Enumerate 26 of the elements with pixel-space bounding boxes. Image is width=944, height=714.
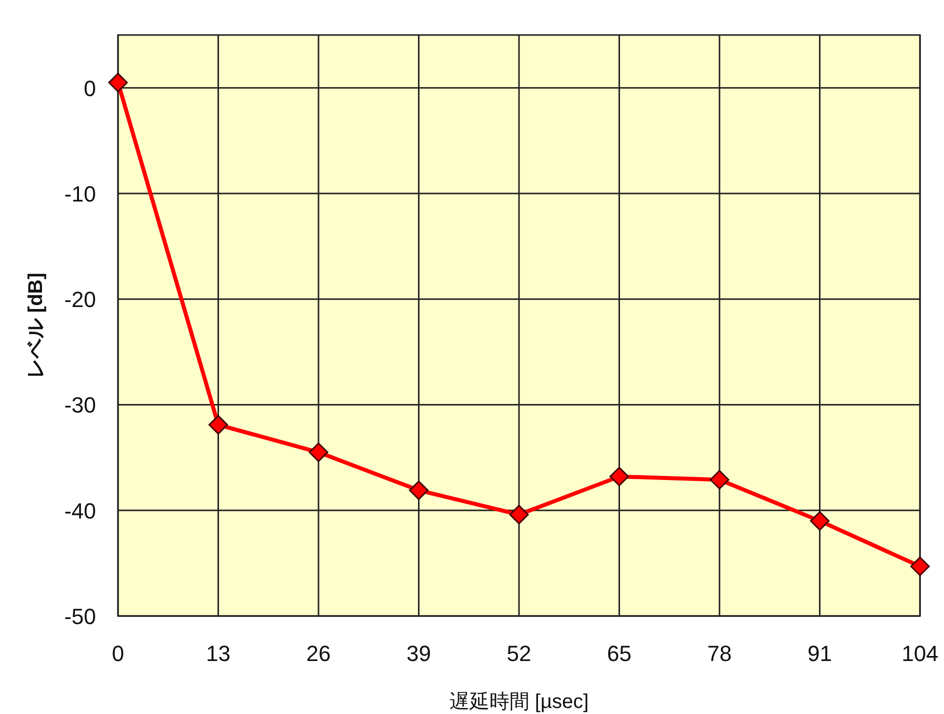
point: [208, 415, 228, 435]
y-tick-label: -10: [64, 181, 96, 206]
x-tick-label: 0: [112, 641, 124, 666]
y-tick-label: -20: [64, 287, 96, 312]
point: [409, 480, 428, 500]
point: [509, 504, 529, 524]
x-tick-label: 104: [902, 641, 938, 666]
y-tick-label: 0: [84, 76, 96, 101]
x-tick-label: 65: [607, 641, 632, 666]
point: [308, 442, 328, 462]
point: [810, 511, 830, 531]
x-tick-label: 52: [506, 641, 532, 666]
point: [910, 556, 930, 576]
x-tick-label: 78: [707, 641, 732, 666]
x-tick-label: 13: [206, 641, 230, 666]
y-tick-label: -40: [64, 498, 96, 524]
point: [610, 466, 629, 486]
y-tick-label: -50: [64, 604, 96, 629]
x-tick-label: 26: [306, 641, 331, 666]
x-tick-label: 39: [406, 641, 431, 666]
x-tick-label: 91: [808, 641, 832, 666]
y-axis-title: レベル [dB]: [25, 272, 47, 378]
x-axis-title: 遅延時間 [µsec]: [449, 691, 589, 713]
y-tick-label: -30: [64, 392, 96, 418]
point: [108, 72, 128, 92]
point: [710, 470, 730, 490]
